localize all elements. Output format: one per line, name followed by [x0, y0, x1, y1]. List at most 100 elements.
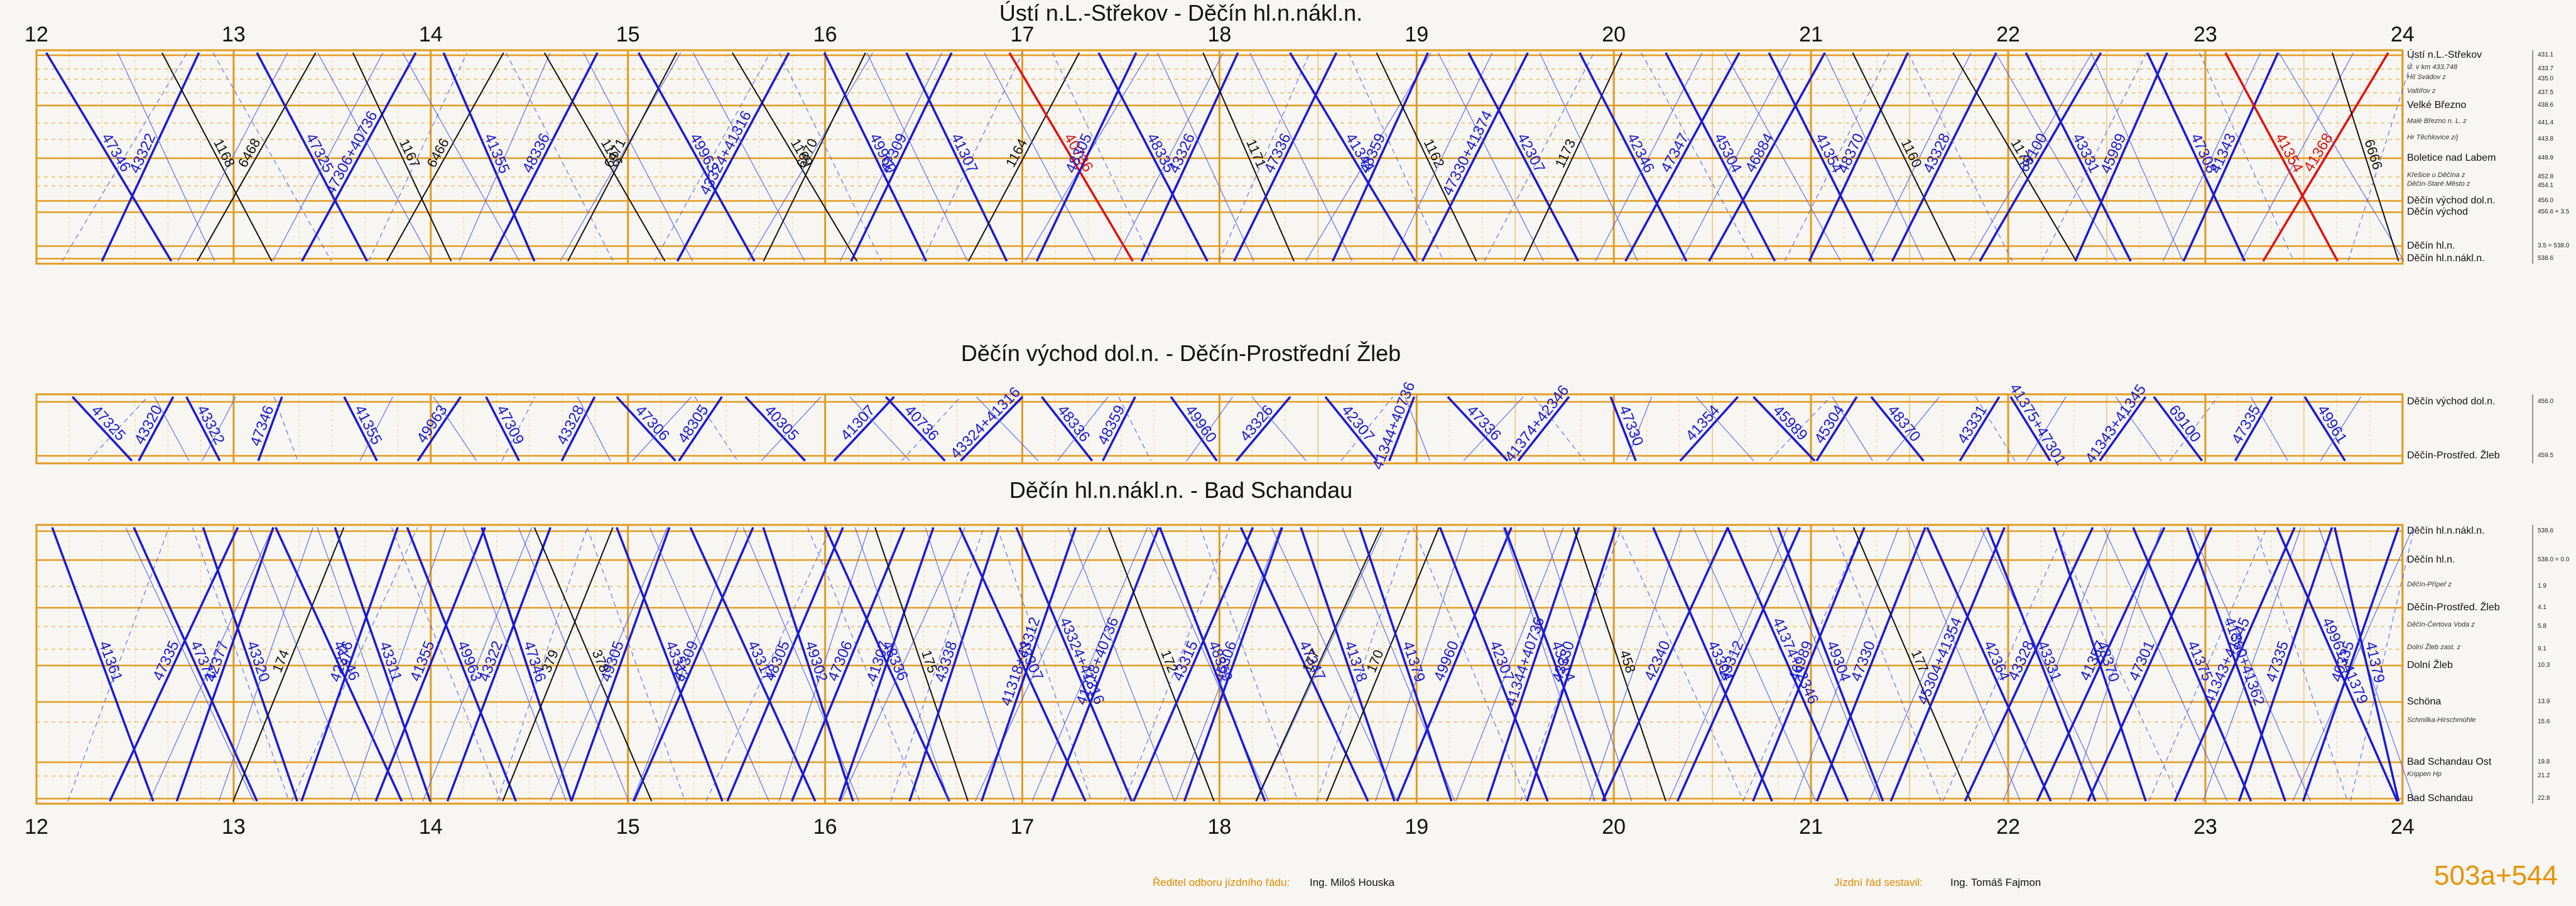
train-path-secondary [583, 52, 693, 262]
footer-director-name: Ing. Miloš Houska [1310, 876, 1395, 888]
train-path [485, 396, 520, 461]
train-number: 49960 [1430, 639, 1462, 684]
train-path [2182, 52, 2280, 262]
train-path-secondary [761, 396, 822, 461]
train-number: 47330+41374 [1439, 108, 1496, 198]
train-path-secondary [1186, 396, 1233, 461]
train-number: 41355 [481, 131, 513, 176]
train-path [1255, 527, 1382, 802]
train-path [1102, 396, 1136, 461]
train-path-secondary [692, 52, 805, 262]
train-number: 41354 [1682, 402, 1723, 445]
station-km: 454.1 [2538, 182, 2554, 189]
train-path-secondary [125, 527, 254, 802]
train-path [274, 527, 403, 802]
train-path [1097, 52, 1209, 262]
train-path-secondary [1724, 52, 1841, 262]
train-number: 41368 [2300, 130, 2336, 175]
train-path [1325, 527, 1440, 802]
train-path-secondary [1681, 52, 1791, 262]
station-name: Děčín východ [2407, 207, 2468, 217]
train-path [762, 527, 854, 802]
train-path-secondary [1519, 527, 1622, 802]
station-km: 22.8 [2538, 795, 2550, 802]
train-path-secondary [433, 396, 477, 461]
train-path [1889, 527, 2006, 802]
train-path-secondary [422, 527, 533, 802]
hour-label-bottom: 21 [1799, 815, 1823, 839]
train-path [676, 52, 790, 262]
train-path-secondary [2190, 527, 2311, 802]
train-path [1015, 527, 1133, 802]
train-path-secondary [747, 52, 873, 262]
train-path [1676, 527, 1802, 802]
train-path-secondary [506, 52, 614, 262]
station-km: 443.8 [2538, 136, 2554, 143]
station-km: 448.9 [2538, 154, 2554, 161]
hour-label-bottom: 22 [1996, 815, 2020, 839]
train-path [1752, 527, 1866, 802]
train-path [1777, 527, 1884, 802]
station-name: Děčín hl.n.nákl.n. [2407, 253, 2485, 264]
train-path [2332, 52, 2399, 262]
train-path-secondary [1768, 527, 1881, 802]
train-path [481, 527, 573, 802]
train-path [2224, 52, 2339, 262]
train-path [2053, 527, 2147, 802]
hour-label-top: 19 [1405, 23, 1429, 46]
train-path [1035, 52, 1138, 262]
train-path [1609, 396, 1637, 461]
hour-label-top: 12 [24, 23, 48, 46]
train-path [1396, 527, 1513, 802]
train-path [416, 396, 462, 461]
train-path-secondary [632, 396, 692, 461]
train-path-secondary [1542, 527, 1633, 802]
train-path-secondary [1149, 527, 1269, 802]
train-path-secondary [1824, 52, 1924, 262]
train-path [616, 527, 724, 802]
train-path-secondary [1968, 52, 2093, 262]
train-path [2074, 52, 2168, 262]
train-number: 42346 [1624, 131, 1658, 176]
train-path-secondary [350, 527, 447, 802]
train-path [744, 396, 807, 462]
train-path-secondary [840, 527, 966, 802]
train-path-secondary [854, 527, 950, 802]
train-path-secondary [501, 396, 536, 461]
train-number: 46884 [1742, 131, 1777, 175]
station-name: Dolní Žleb zast. z [2407, 644, 2460, 651]
train-path-secondary [149, 527, 273, 802]
train-path [884, 396, 946, 462]
train-path-secondary [587, 527, 686, 802]
train-path [616, 396, 677, 462]
train-path [2146, 52, 2246, 262]
panel-title-decin-vychod-prostredni-zleb: Děčín východ dol.n. - Děčín-Prostřední Ž… [960, 340, 1401, 366]
station-km: 10.3 [2538, 662, 2550, 669]
train-path [981, 527, 1077, 802]
train-path-secondary [1156, 52, 1254, 262]
train-path-secondary [1695, 396, 1754, 461]
train-path-secondary [317, 527, 414, 802]
train-path [185, 396, 221, 461]
train-path [2009, 396, 2052, 461]
station-name: Děčín východ dol.n. [2407, 195, 2496, 206]
train-path-secondary [2254, 527, 2349, 802]
train-path [1852, 527, 1972, 802]
train-path-secondary [1784, 52, 1890, 262]
station-km: 456.0 [2538, 197, 2554, 204]
train-path [1517, 396, 1570, 462]
train-path [1926, 527, 2052, 802]
train-path-secondary [2148, 527, 2268, 802]
panel-title-ustí-decin: Ústí n.L.-Střekov - Děčín hl.n.nákl.n. [999, 0, 1363, 26]
train-number: 43324+41316 [947, 384, 1024, 462]
train-path-secondary [1412, 527, 1528, 802]
train-path-secondary [1942, 527, 2067, 802]
station-km: 438.6 [2538, 102, 2554, 109]
station-km: 459.5 [2538, 452, 2554, 459]
station-km: 1.9 [2538, 583, 2546, 590]
train-path-secondary [1975, 396, 2016, 461]
train-path [1726, 527, 1849, 802]
train-path-secondary [2202, 527, 2302, 802]
train-path-secondary [839, 52, 943, 262]
